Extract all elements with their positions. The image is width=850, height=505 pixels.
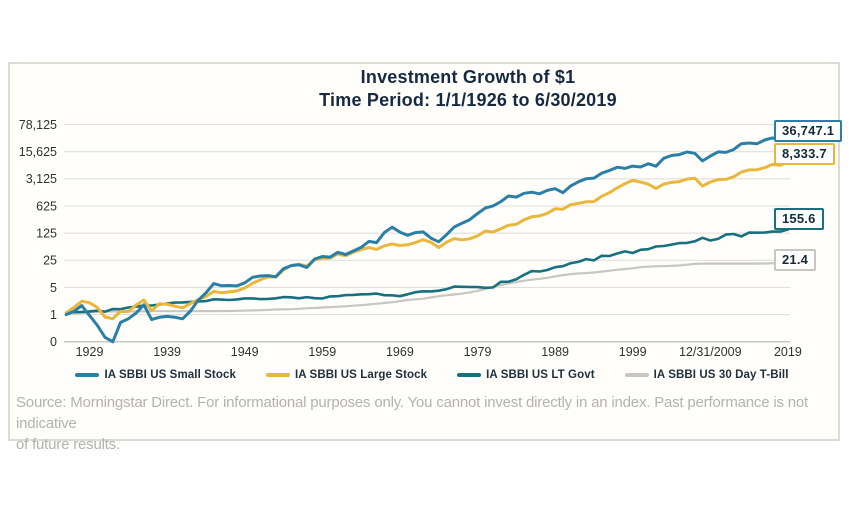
tbill-line-swatch-icon [624,373,649,377]
end-value-box-lt-govt: 155.6 [774,207,824,230]
chart-panel [8,62,840,441]
legend-item-tbill: IA SBBI US 30 Day T-Bill [624,369,789,381]
x-tick-label: 1949 [231,345,259,359]
disclaimer-line-1: Source: Morningstar Direct. For informat… [16,394,808,432]
x-tick-label: 1989 [541,345,569,359]
x-tick-label: 2019 [774,345,802,359]
legend-item-small-stock: IA SBBI US Small Stock [75,369,236,381]
x-tick-label: 1979 [464,345,492,359]
x-tick-label: 1939 [153,345,181,359]
series-line-small-stock [64,135,790,344]
y-tick-label: 15,625 [19,145,57,159]
end-value-box-small-stock: 36,747.1 [774,119,843,142]
x-tick-label: 1969 [386,345,414,359]
y-tick-label: 0 [50,335,57,349]
small-stock-line-swatch-icon [75,373,100,377]
x-tick-label: 12/31/2009 [679,345,742,359]
legend-label-small-stock: IA SBBI US Small Stock [104,369,236,381]
legend-item-lt-govt: IA SBBI US LT Govt [457,369,595,381]
x-tick-label: 1929 [76,345,104,359]
y-tick-label: 25 [43,254,57,268]
series-line-lt-govt [64,228,790,315]
legend-label-large-stock: IA SBBI US Large Stock [294,369,428,381]
legend-item-large-stock: IA SBBI US Large Stock [265,369,428,381]
y-tick-label: 78,125 [19,118,57,132]
y-tick-label: 125 [36,226,57,240]
chart-subtitle: Time Period: 1/1/1926 to 6/30/2019 [319,90,617,110]
large-stock-line-swatch-icon [265,373,290,377]
end-value-box-tbill: 21.4 [774,249,817,272]
x-tick-label: 1999 [619,345,647,359]
chart-legend: IA SBBI US Small Stock IA SBBI US Large … [8,369,842,381]
lt-govt-line-swatch-icon [457,373,482,377]
y-tick-label: 625 [36,199,57,213]
y-tick-label: 1 [50,308,57,322]
series-line-tbill [65,261,790,316]
legend-label-tbill: IA SBBI US 30 Day T-Bill [653,369,789,381]
y-tick-label: 5 [50,281,57,295]
y-tick-label: 3,125 [26,172,57,186]
source-disclaimer: Source: Morningstar Direct. For informat… [16,392,826,455]
end-value-box-large-stock: 8,333.7 [774,142,835,165]
x-tick-label: 1959 [308,345,336,359]
chart-title: Investment Growth of $1 [360,67,576,87]
disclaimer-line-2: of future results. [16,436,120,453]
series-line-large-stock [64,160,790,321]
chart-title-block: Investment Growth of $1 Time Period: 1/1… [92,66,844,112]
legend-label-lt-govt: IA SBBI US LT Govt [486,369,595,381]
